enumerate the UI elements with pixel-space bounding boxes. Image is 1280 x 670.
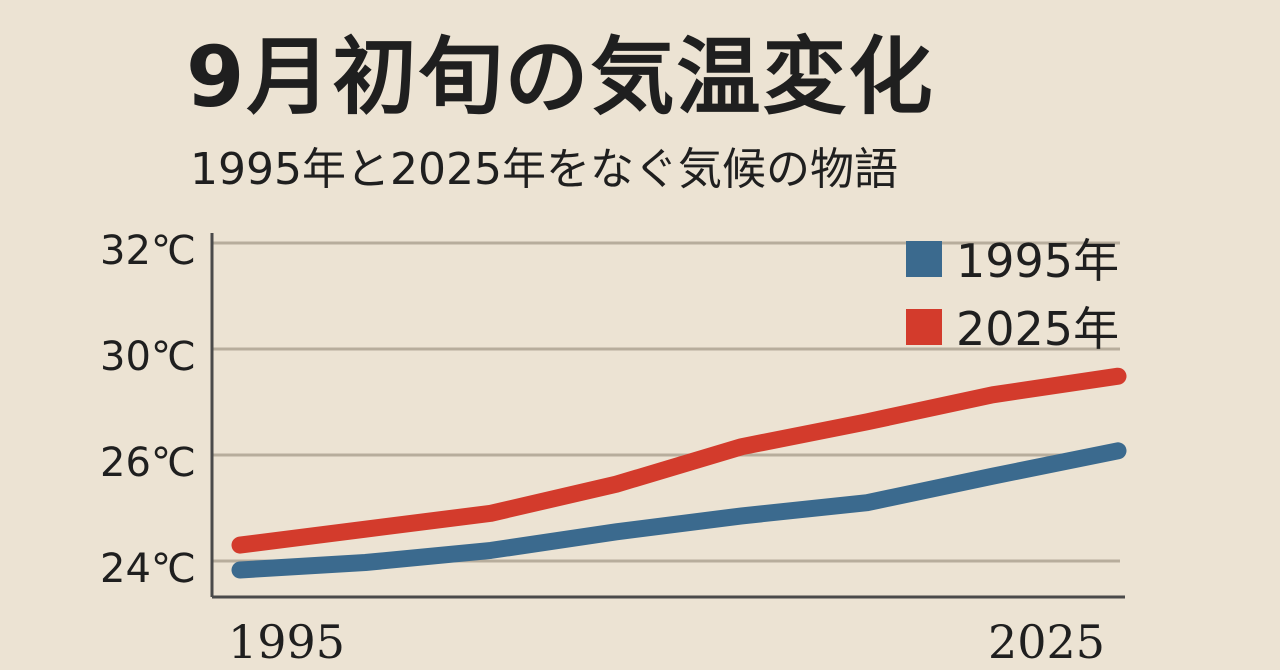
x-tick-label-end: 2025 — [988, 615, 1105, 669]
legend-swatch-1995 — [906, 241, 942, 277]
chart-title: 9月初旬の気温変化 — [186, 28, 935, 126]
y-tick-label-26: 26℃ — [100, 440, 196, 486]
x-tick-label-start: 1995 — [228, 615, 345, 669]
y-tick-label-24: 24℃ — [100, 546, 196, 592]
legend-label-2025: 2025年 — [956, 302, 1119, 356]
chart-subtitle: 1995年と2025年をなぐ気候の物語 — [190, 144, 898, 195]
legend-swatch-2025 — [906, 309, 942, 345]
series-line-1 — [231, 367, 1127, 554]
legend-label-1995: 1995年 — [956, 234, 1119, 288]
y-tick-label-30: 30℃ — [100, 334, 196, 380]
series-group — [231, 367, 1127, 579]
y-tick-label-32: 32℃ — [100, 228, 196, 274]
series-line-0 — [231, 442, 1127, 579]
